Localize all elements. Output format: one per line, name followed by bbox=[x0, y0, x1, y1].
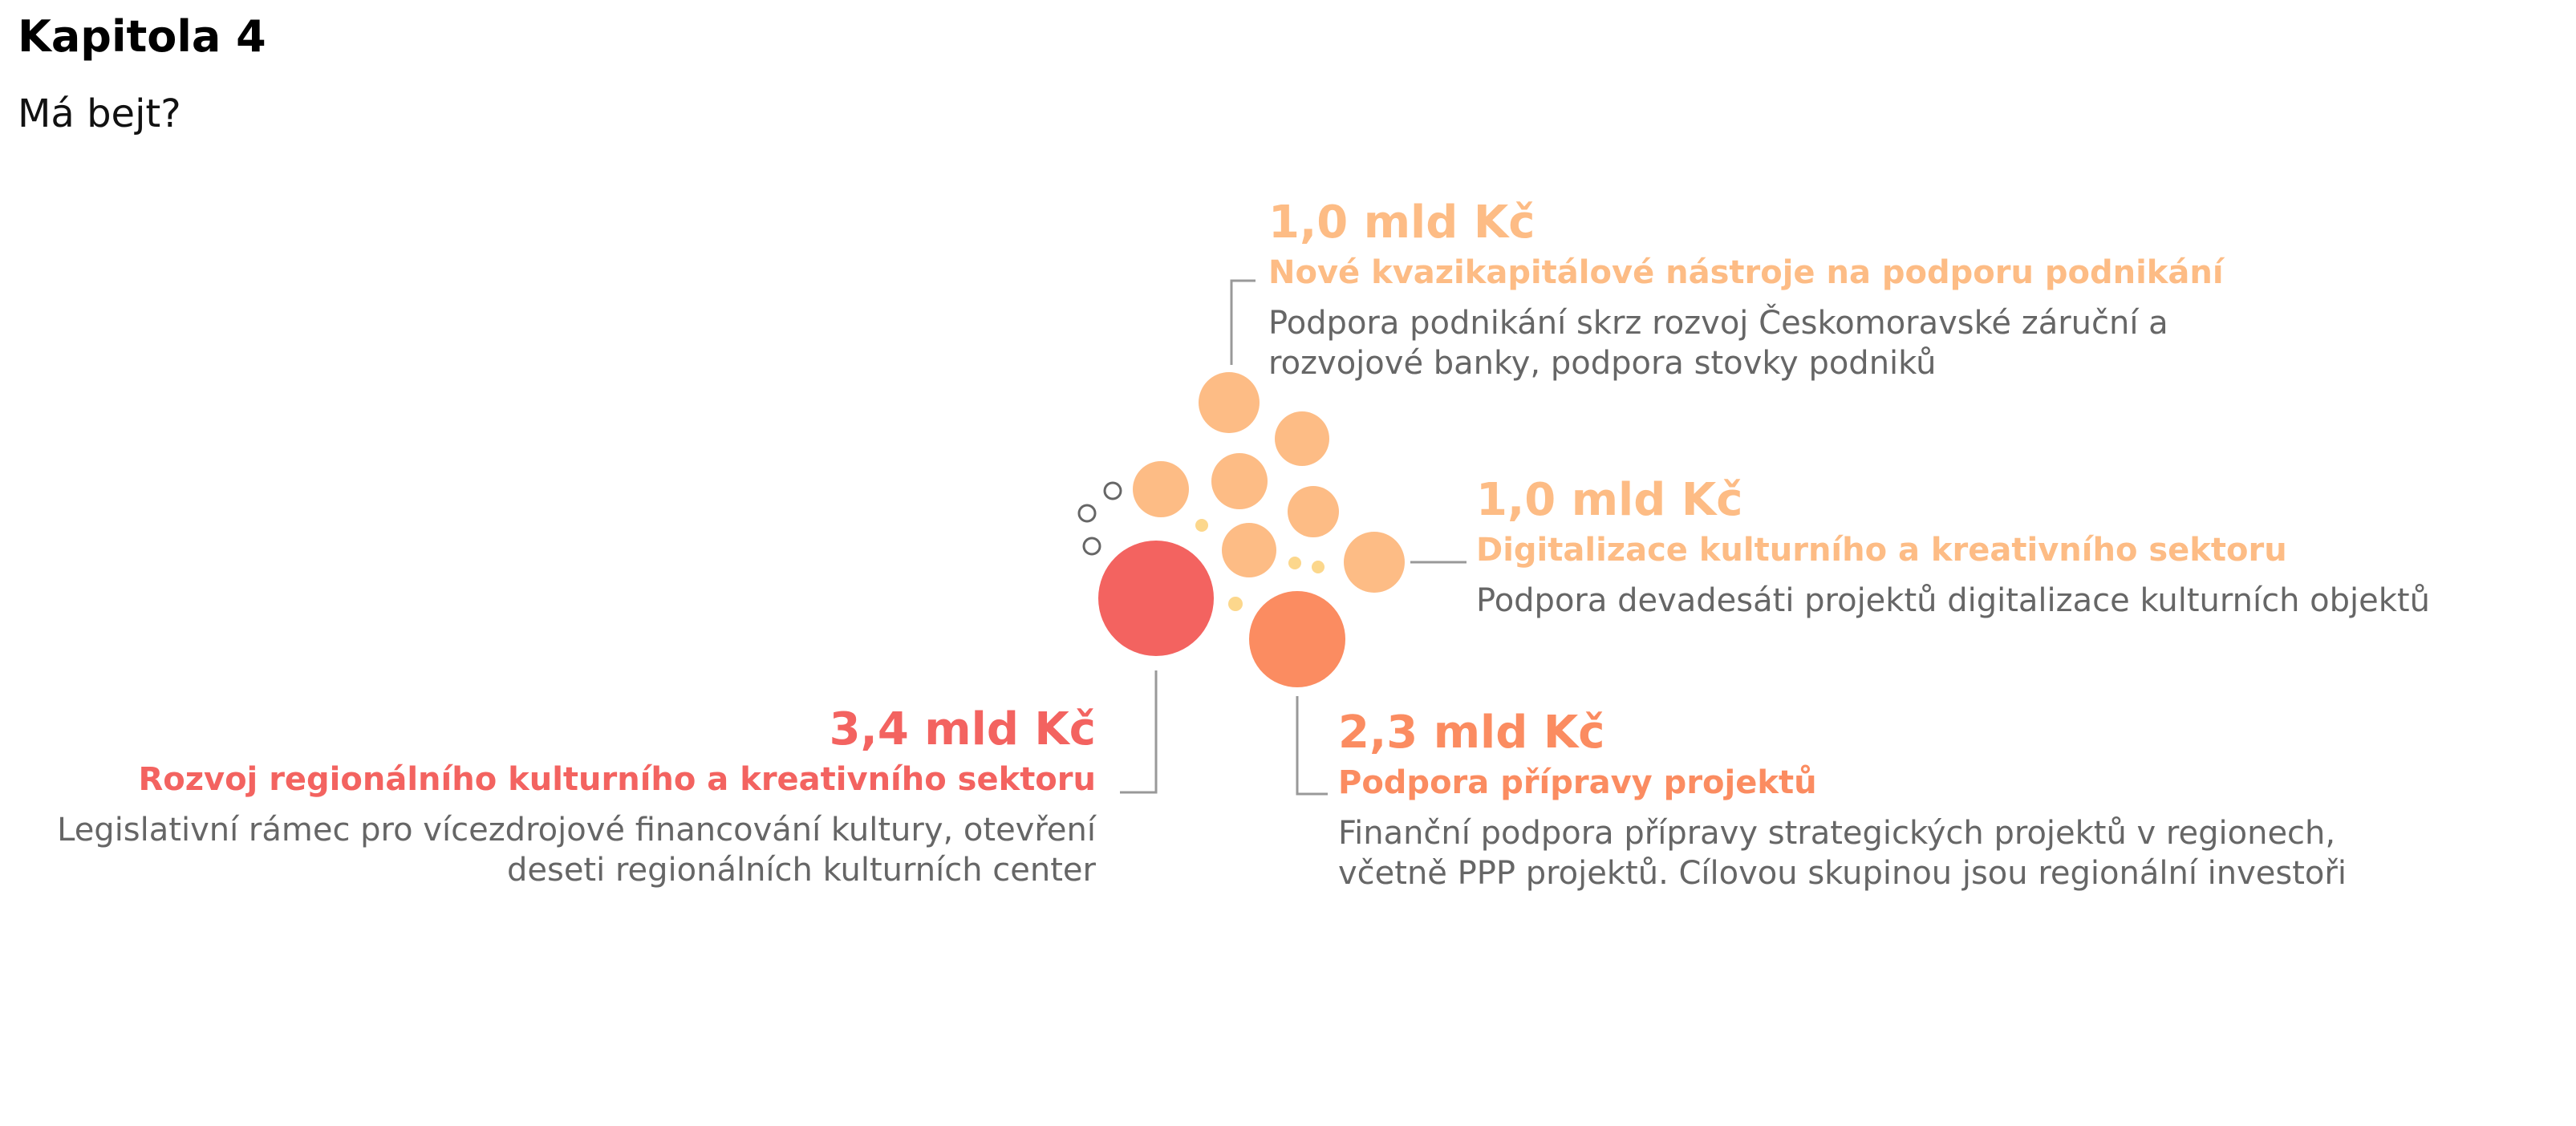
label-digitalization: 1,0 mld Kč Digitalizace kulturního a kre… bbox=[1476, 478, 2430, 621]
connector-line bbox=[1120, 670, 1158, 794]
amount-label: 1,0 mld Kč bbox=[1268, 196, 1535, 249]
light-orange-bubble bbox=[1275, 411, 1329, 466]
yellow-dot bbox=[1228, 597, 1243, 611]
amount-label: 1,0 mld Kč bbox=[1476, 474, 1743, 526]
item-heading: Nové kvazikapitálové nástroje na podporu… bbox=[1268, 254, 2224, 291]
light-orange-bubble bbox=[1288, 486, 1339, 537]
description-line: deseti regionálních kulturních center bbox=[506, 852, 1096, 889]
description-line: Finanční podpora přípravy strategických … bbox=[1338, 815, 2336, 852]
yellow-dot bbox=[1195, 519, 1208, 532]
description-line: rozvojové banky, podpora stovky podniků bbox=[1268, 345, 1937, 382]
description-line: Podpora devadesáti projektů digitalizace… bbox=[1476, 582, 2430, 619]
light-orange-bubble bbox=[1133, 461, 1189, 517]
page-subtitle: Má bejt? bbox=[18, 91, 181, 136]
item-description: Podpora podnikání skrz rozvoj Českomorav… bbox=[1268, 303, 2224, 383]
orange-bubble bbox=[1249, 591, 1345, 687]
amount-label: 3,4 mld Kč bbox=[829, 703, 1096, 755]
red-bubble bbox=[1098, 541, 1214, 656]
connector-line bbox=[1230, 279, 1256, 365]
light-orange-bubble bbox=[1211, 453, 1268, 509]
description-line: Legislativní rámec pro vícezdrojové fina… bbox=[57, 812, 1096, 849]
item-heading: Digitalizace kulturního a kreativního se… bbox=[1476, 532, 2287, 569]
light-orange-bubble bbox=[1199, 372, 1260, 433]
outline-dot bbox=[1077, 504, 1097, 523]
item-description: Legislativní rámec pro vícezdrojové fina… bbox=[57, 810, 1096, 890]
connector-line bbox=[1296, 696, 1328, 796]
item-description: Finanční podpora přípravy strategických … bbox=[1338, 813, 2347, 893]
page-title: Kapitola 4 bbox=[18, 11, 266, 62]
item-heading: Rozvoj regionálního kulturního a kreativ… bbox=[138, 761, 1096, 798]
label-enterprise-tools: 1,0 mld Kč Nové kvazikapitálové nástroje… bbox=[1268, 200, 2224, 383]
light-orange-bubble bbox=[1222, 523, 1276, 577]
item-heading: Podpora přípravy projektů bbox=[1338, 764, 1817, 801]
outline-dot bbox=[1082, 537, 1101, 556]
yellow-dot bbox=[1312, 561, 1325, 573]
label-regional-culture: 3,4 mld Kč Rozvoj regionálního kulturníh… bbox=[57, 707, 1096, 890]
yellow-dot bbox=[1288, 557, 1301, 569]
light-orange-bubble bbox=[1344, 532, 1405, 593]
description-line: včetně PPP projektů. Cílovou skupinou js… bbox=[1338, 855, 2347, 892]
item-description: Podpora devadesáti projektů digitalizace… bbox=[1476, 581, 2430, 621]
label-project-preparation: 2,3 mld Kč Podpora přípravy projektů Fin… bbox=[1338, 711, 2347, 893]
outline-dot bbox=[1103, 481, 1122, 500]
amount-label: 2,3 mld Kč bbox=[1338, 707, 1605, 759]
description-line: Podpora podnikání skrz rozvoj Českomorav… bbox=[1268, 305, 2168, 342]
